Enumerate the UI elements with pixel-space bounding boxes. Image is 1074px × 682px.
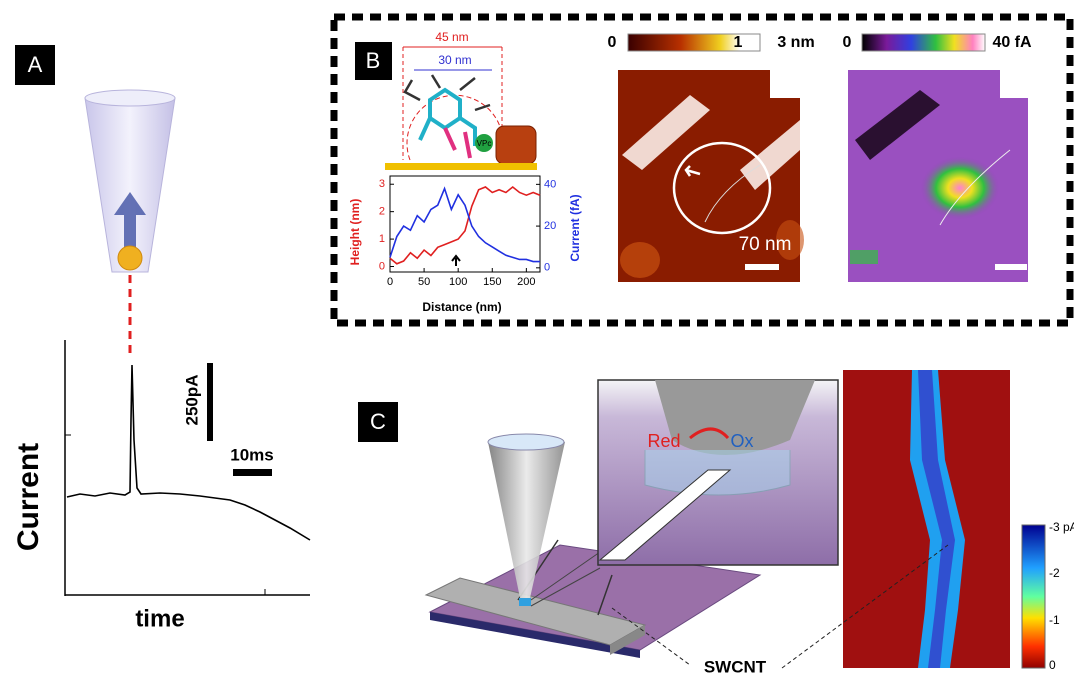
molecule [418,87,477,146]
y-axis-title: Height (nm) [348,199,362,266]
circle-marker [672,141,772,235]
x-tick-label: 200 [517,276,535,288]
nanotube [622,95,710,170]
redox-arrow [689,427,730,440]
panel-b: B 45 nm 30 nm VPc Height (nm) Current (f… [330,13,1074,327]
y-tick-label: 0 [379,260,385,272]
arrow [114,192,146,248]
zoom-line [530,551,601,607]
y2-axis-title: Current (fA) [568,194,582,261]
line-chart: Height (nm) Current (fA) Distance (nm) 0… [348,175,582,314]
profile-line [704,164,761,223]
colorbar-label: 3 nm [777,34,814,51]
nanotube [855,90,940,160]
texture [776,220,804,260]
scale-label: 10ms [230,445,273,464]
droplet [519,598,531,606]
marker-arrow [451,254,461,266]
y-tick-label: 2 [379,206,385,218]
electrode-edge [610,625,645,655]
x-tick-label: 0 [387,276,393,288]
colorbar-label: 40 fA [992,34,1032,51]
leader-line [611,544,949,669]
molecule-label: VPc [477,139,492,148]
redox-label: Ox [730,431,753,451]
hotspot [920,156,1000,220]
colorbar-label: 0 [608,34,617,51]
x-axis-title: Distance (nm) [422,300,501,314]
colorbar [861,33,986,52]
nanotube [598,469,732,561]
scale-bar [207,363,213,441]
panel-c: C Red Ox -3 pA -2 -1 0 SWCNT [358,370,1074,676]
colorbar-label: -3 pA [1049,520,1074,534]
nanotube-signal [918,370,955,668]
profile-line [939,149,1011,226]
label-box [15,45,55,85]
colorbar-label: -2 [1049,566,1060,580]
data-line [389,186,540,263]
nanotube [740,120,800,190]
x-tick-label: 50 [418,276,430,288]
y-tick-label: 1 [379,233,385,245]
label-box [355,42,392,80]
texture [620,242,660,278]
redox-label: Red [647,431,680,451]
scale-bar [745,264,779,270]
scale-bar [995,264,1027,270]
y2-tick-label: 0 [544,262,550,274]
substrate [385,163,537,170]
pointer [684,165,701,177]
substrate-edge [430,612,640,658]
chains [403,74,491,112]
nanotube [495,125,537,165]
x-tick-label: 150 [483,276,501,288]
particle [117,245,143,271]
pipette-top [487,433,565,451]
scale-label: 250pA [182,374,201,425]
data-line [389,185,541,265]
dimension-label: 45 nm [435,30,468,44]
axis-title: time [135,605,184,632]
vpc [475,134,493,152]
colorbar [627,33,761,52]
panel-label: C [370,409,386,434]
scale-label: 70 nm [739,234,792,255]
pipette [488,442,565,598]
panel-a: A 250pA 10ms Current time [12,45,311,632]
pipette-top [84,89,176,107]
colorbar-label: 0 [1049,658,1056,672]
molecule [443,127,472,159]
annotation: SWCNT [704,657,767,676]
x-tick-label: 100 [449,276,467,288]
current-trace [66,364,311,541]
texture [850,250,878,264]
panel-label: B [366,48,381,73]
y2-tick-label: 20 [544,220,556,232]
colorbar-label: -1 [1049,613,1060,627]
colorbar-label: 0 [843,34,852,51]
dimension-label: 30 nm [438,53,471,67]
scale-bar [233,469,272,476]
panel-border [330,13,1074,327]
y2-tick-label: 40 [544,178,556,190]
colorbar [1021,524,1046,669]
panel-label: A [28,52,43,77]
axis-title: Current [12,443,45,551]
colorbar-label: 1 [734,34,743,51]
label-box [358,402,398,442]
y-tick-label: 3 [379,178,385,190]
pipette-tip [655,380,815,455]
